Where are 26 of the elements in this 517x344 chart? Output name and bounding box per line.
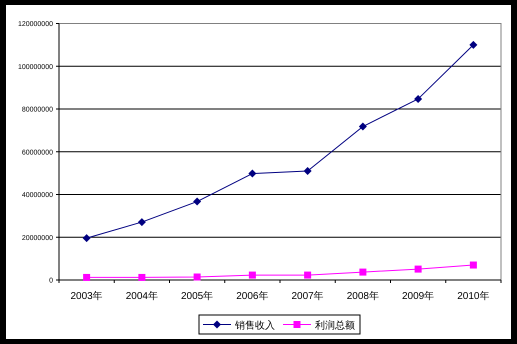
point	[138, 218, 146, 226]
x-tick-label: 2006年	[236, 290, 268, 302]
legend-label: 销售收入	[234, 320, 275, 332]
point	[248, 272, 256, 279]
x-tick-label: 2005年	[181, 290, 214, 302]
point	[194, 274, 201, 281]
legend-label: 利润总额	[315, 320, 355, 332]
point	[414, 266, 422, 273]
x-tick-label: 2004年	[126, 290, 158, 302]
point	[83, 274, 90, 281]
x-tick-label: 2003年	[70, 290, 103, 302]
x-tick-label: 2009年	[402, 290, 434, 302]
point	[304, 272, 312, 279]
point	[138, 274, 146, 281]
point	[359, 268, 366, 276]
x-tick-label: 2010年	[457, 290, 490, 302]
x-tick-label: 2008年	[346, 290, 379, 302]
point	[82, 234, 91, 242]
point	[470, 262, 477, 269]
x-tick-label: 2007年	[292, 290, 324, 302]
point	[469, 40, 478, 49]
point	[248, 170, 256, 178]
point	[358, 122, 367, 131]
point	[304, 166, 312, 175]
point	[414, 94, 422, 103]
point	[193, 198, 202, 206]
